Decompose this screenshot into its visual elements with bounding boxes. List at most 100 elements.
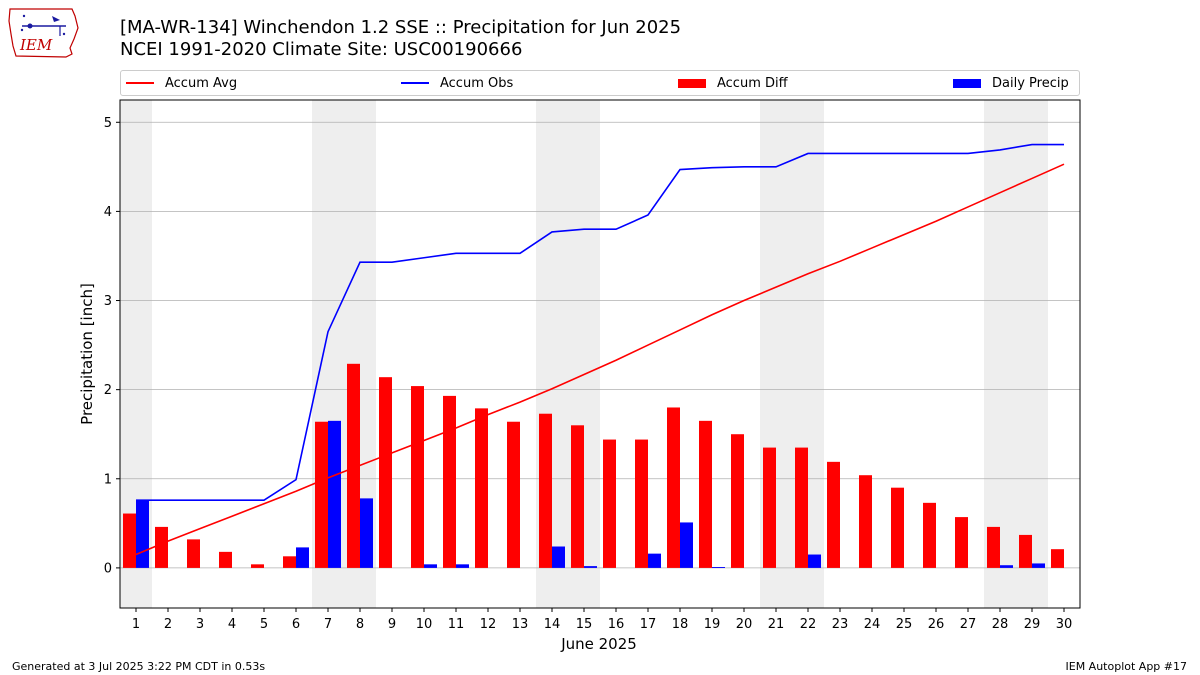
x-tick-label: 23 (832, 617, 849, 632)
x-tick-label: 27 (960, 617, 977, 632)
legend-swatch-accum-obs (401, 82, 429, 84)
daily-precip-bar-day-1 (136, 500, 149, 568)
y-tick-label: 4 (104, 205, 112, 220)
daily-precip-bar-day-6 (296, 547, 309, 568)
x-tick-label: 26 (928, 617, 945, 632)
x-tick-label: 20 (736, 617, 753, 632)
accum-diff-bar-day-22 (795, 447, 808, 568)
x-tick-label: 21 (768, 617, 785, 632)
daily-precip-bar-day-11 (456, 564, 469, 568)
plot-frame (119, 99, 1081, 609)
logo-text: IEM (19, 36, 53, 54)
accum-diff-bar-day-26 (923, 502, 936, 568)
x-tick-label: 12 (480, 617, 497, 632)
x-tick-label: 11 (448, 617, 465, 632)
legend-swatch-accum-avg (126, 82, 154, 84)
x-tick-label: 25 (896, 617, 913, 632)
x-tick-label: 18 (672, 617, 689, 632)
weekend-shade-day-29 (1016, 100, 1048, 608)
y-tick-label: 3 (104, 294, 112, 309)
accum-diff-bar-day-3 (187, 539, 200, 568)
chart-subtitle: NCEI 1991-2020 Climate Site: USC00190666 (120, 39, 523, 60)
x-tick-label: 5 (260, 617, 268, 632)
gridlines (120, 121, 1080, 569)
accum-diff-bar-day-18 (667, 407, 680, 568)
legend-item-accum-avg: Accum Avg (126, 71, 237, 95)
x-tick-label: 3 (196, 617, 204, 632)
accum-diff-bar-day-19 (699, 420, 712, 568)
accum-diff-bar-day-4 (219, 551, 232, 568)
daily-precip-bar-day-18 (680, 522, 693, 568)
legend-label-accum-avg: Accum Avg (165, 75, 238, 91)
x-tick-label: 15 (576, 617, 593, 632)
y-tick-label: 1 (104, 472, 112, 487)
accum-diff-bar-day-14 (539, 413, 552, 568)
x-tick-label: 30 (1056, 617, 1073, 632)
app-label: IEM Autoplot App #17 (1065, 660, 1188, 673)
accum-avg-line (135, 163, 1065, 556)
x-tick-label: 17 (640, 617, 657, 632)
legend-swatch-daily-precip (953, 78, 981, 88)
x-tick-label: 8 (356, 617, 364, 632)
x-tick-label: 4 (228, 617, 236, 632)
accum-diff-bar-day-23 (827, 461, 840, 568)
accum-diff-bar-day-27 (955, 517, 968, 568)
y-tick-label: 0 (104, 561, 112, 576)
accum-diff-bar-day-17 (635, 439, 648, 568)
iem-logo: IEM (8, 6, 84, 62)
x-tick-label: 1 (132, 617, 140, 632)
daily-precip-bar-day-8 (360, 498, 373, 568)
y-tick-label: 2 (104, 383, 112, 398)
legend-label-accum-diff: Accum Diff (717, 75, 788, 91)
weekend-shade-day-28 (984, 100, 1016, 608)
daily-precip-bar-day-22 (808, 554, 821, 568)
bars (123, 363, 1064, 568)
x-tick-label: 6 (292, 617, 300, 632)
x-tick-label: 24 (864, 617, 881, 632)
legend-label-accum-obs: Accum Obs (440, 75, 514, 91)
daily-precip-bar-day-10 (424, 564, 437, 568)
generated-timestamp: Generated at 3 Jul 2025 3:22 PM CDT in 0… (12, 660, 266, 673)
daily-precip-bar-day-14 (552, 546, 565, 568)
iem-iowa-logo-icon: IEM (8, 8, 79, 58)
x-tick-label: 19 (704, 617, 721, 632)
daily-precip-bar-day-7 (328, 420, 341, 568)
accum-diff-bar-day-12 (475, 408, 488, 568)
daily-precip-bar-day-19 (712, 567, 725, 568)
accum-diff-bar-day-7 (315, 421, 328, 568)
accum-diff-bar-day-11 (443, 395, 456, 568)
legend-swatch-accum-diff (678, 78, 706, 88)
accum-diff-bar-day-16 (603, 439, 616, 568)
accum-diff-bar-day-15 (571, 425, 584, 568)
lines (135, 143, 1065, 556)
accum-diff-bar-day-25 (891, 487, 904, 568)
accum-diff-bar-day-30 (1051, 549, 1064, 568)
daily-precip-bar-day-28 (1000, 565, 1013, 568)
x-tick-label: 14 (544, 617, 561, 632)
x-tick-label: 29 (1024, 617, 1041, 632)
accum-obs-line (136, 143, 1064, 501)
legend-label-daily-precip: Daily Precip (992, 75, 1069, 91)
accum-diff-bar-day-28 (987, 526, 1000, 568)
legend-item-daily-precip: Daily Precip (953, 71, 1069, 95)
accum-diff-bar-day-13 (507, 421, 520, 568)
x-tick-label: 10 (416, 617, 433, 632)
x-tick-label: 9 (388, 617, 396, 632)
x-tick-label: 13 (512, 617, 529, 632)
chart-title: [MA-WR-134] Winchendon 1.2 SSE :: Precip… (120, 17, 682, 38)
y-tick-label: 5 (104, 116, 112, 131)
daily-precip-bar-day-29 (1032, 563, 1045, 568)
accum-diff-bar-day-24 (859, 475, 872, 568)
accum-diff-bar-day-29 (1019, 534, 1032, 568)
y-axis-label: Precipitation [inch] (78, 283, 96, 425)
accum-diff-bar-day-10 (411, 386, 424, 568)
legend-item-accum-diff: Accum Diff (678, 71, 788, 95)
accum-diff-bar-day-8 (347, 363, 360, 568)
accum-diff-bar-day-6 (283, 556, 296, 568)
x-axis-label: June 2025 (560, 635, 637, 653)
accum-diff-bar-day-9 (379, 377, 392, 568)
daily-precip-bar-day-17 (648, 553, 661, 568)
accum-diff-bar-day-21 (763, 447, 776, 568)
